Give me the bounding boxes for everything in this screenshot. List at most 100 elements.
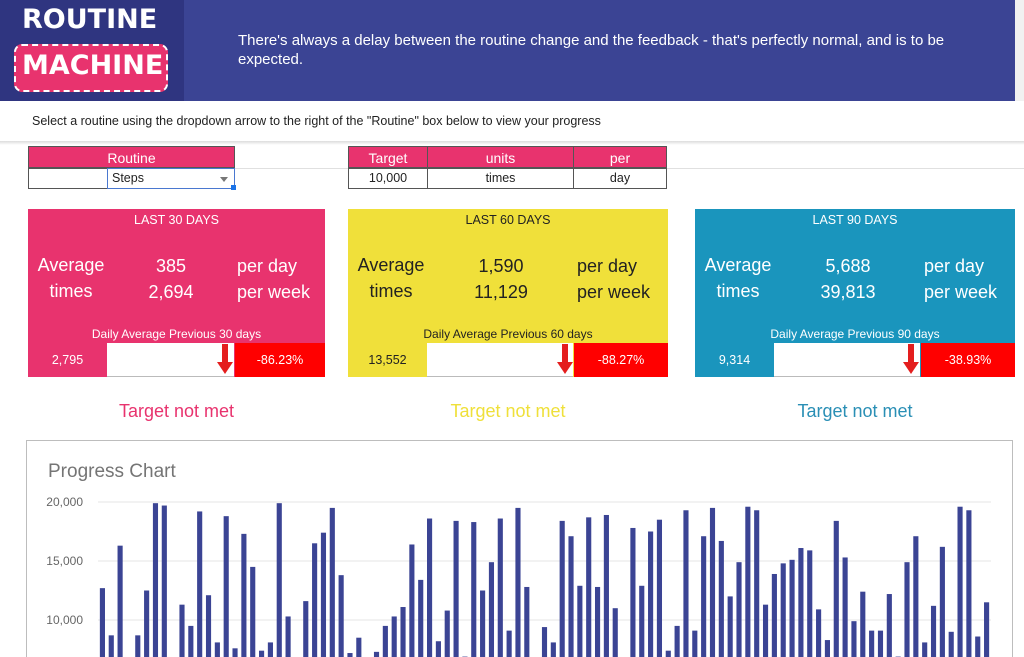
chart-bar[interactable] bbox=[939, 546, 945, 657]
chart-bar[interactable] bbox=[99, 588, 105, 657]
chart-bar[interactable] bbox=[382, 625, 388, 657]
chart-bar[interactable] bbox=[771, 573, 777, 657]
chart-bar[interactable] bbox=[285, 616, 291, 657]
cell-selection-handle[interactable] bbox=[231, 185, 236, 190]
progress-chart[interactable]: Progress Chart 20,000 15,000 10,000 bbox=[26, 440, 1013, 657]
chart-bar[interactable] bbox=[135, 635, 141, 657]
chart-bar[interactable] bbox=[550, 642, 556, 657]
chart-bar[interactable] bbox=[480, 590, 486, 657]
chart-bar[interactable] bbox=[497, 518, 503, 657]
chart-bar[interactable] bbox=[409, 544, 415, 657]
chart-bar[interactable] bbox=[665, 650, 671, 657]
chart-bar[interactable] bbox=[886, 594, 892, 657]
chart-bar[interactable] bbox=[586, 517, 592, 657]
chart-bar[interactable] bbox=[727, 596, 733, 657]
chart-bar[interactable] bbox=[241, 533, 247, 657]
chart-bar[interactable] bbox=[444, 610, 450, 657]
chart-bar[interactable] bbox=[922, 642, 928, 657]
chart-bar[interactable] bbox=[807, 550, 813, 657]
chart-bar[interactable] bbox=[329, 507, 335, 657]
chart-bar[interactable] bbox=[824, 640, 830, 657]
chart-bar[interactable] bbox=[559, 520, 565, 657]
chart-bar[interactable] bbox=[877, 630, 884, 657]
chart-bar[interactable] bbox=[754, 510, 760, 657]
chart-bar[interactable] bbox=[780, 563, 786, 657]
chart-bar[interactable] bbox=[312, 543, 318, 657]
chart-bar[interactable] bbox=[762, 604, 769, 657]
chart-bar[interactable] bbox=[391, 616, 397, 657]
chart-bar[interactable] bbox=[568, 536, 574, 657]
chart-bar[interactable] bbox=[904, 562, 910, 657]
chart-bar[interactable] bbox=[108, 635, 114, 657]
dropdown-arrow-icon[interactable] bbox=[220, 177, 228, 182]
chart-bar[interactable] bbox=[488, 562, 495, 657]
chart-bar[interactable] bbox=[161, 505, 167, 657]
chart-bar[interactable] bbox=[701, 536, 707, 657]
chart-bar[interactable] bbox=[736, 562, 742, 657]
chart-bar[interactable] bbox=[506, 630, 512, 657]
chart-bar[interactable] bbox=[718, 540, 724, 657]
chart-bar[interactable] bbox=[267, 642, 273, 657]
chart-bar[interactable] bbox=[259, 650, 265, 657]
chart-bar[interactable] bbox=[197, 511, 203, 657]
chart-bar[interactable] bbox=[418, 579, 424, 657]
chart-bar[interactable] bbox=[789, 559, 795, 657]
chart-bar[interactable] bbox=[232, 648, 238, 657]
target-value-cell[interactable]: 10,000 bbox=[348, 168, 428, 189]
chart-bar[interactable] bbox=[214, 642, 220, 657]
chart-bar[interactable] bbox=[656, 519, 663, 657]
chart-bar[interactable] bbox=[152, 503, 159, 657]
chart-bar[interactable] bbox=[975, 636, 981, 657]
chart-bar[interactable] bbox=[400, 607, 406, 657]
chart-bar[interactable] bbox=[683, 510, 689, 657]
chart-bar[interactable] bbox=[435, 641, 441, 657]
chart-bar[interactable] bbox=[356, 637, 362, 657]
chart-bar[interactable] bbox=[577, 585, 583, 657]
per-value-cell[interactable]: day bbox=[573, 168, 667, 189]
chart-bar[interactable] bbox=[603, 514, 609, 657]
chart-bar[interactable] bbox=[612, 608, 618, 657]
chart-bar[interactable] bbox=[117, 545, 123, 657]
chart-bar[interactable] bbox=[179, 604, 185, 657]
routine-blank-cell[interactable] bbox=[28, 168, 108, 189]
chart-bar[interactable] bbox=[798, 548, 804, 657]
chart-bar[interactable] bbox=[674, 625, 680, 657]
chart-bar[interactable] bbox=[833, 520, 839, 657]
chart-bar[interactable] bbox=[594, 586, 601, 657]
units-value-cell[interactable]: times bbox=[427, 168, 574, 189]
chart-bar[interactable] bbox=[630, 527, 636, 657]
chart-bar[interactable] bbox=[524, 586, 530, 657]
chart-bar[interactable] bbox=[948, 631, 954, 657]
chart-bar[interactable] bbox=[250, 566, 256, 657]
chart-bar[interactable] bbox=[541, 627, 548, 657]
chart-bar[interactable] bbox=[347, 653, 353, 657]
chart-bar[interactable] bbox=[471, 522, 477, 657]
chart-bar[interactable] bbox=[860, 591, 866, 657]
chart-bar[interactable] bbox=[957, 506, 963, 657]
chart-bar[interactable] bbox=[276, 503, 282, 657]
routine-dropdown[interactable]: Steps bbox=[107, 168, 235, 189]
chart-bar[interactable] bbox=[453, 520, 459, 657]
chart-bar[interactable] bbox=[648, 531, 654, 657]
chart-bar[interactable] bbox=[223, 516, 229, 657]
chart-bar[interactable] bbox=[913, 536, 919, 657]
chart-bar[interactable] bbox=[745, 506, 751, 657]
chart-bar[interactable] bbox=[373, 651, 380, 657]
chart-bar[interactable] bbox=[205, 595, 212, 657]
chart-bar[interactable] bbox=[303, 601, 309, 657]
chart-bar[interactable] bbox=[320, 532, 327, 657]
chart-bar[interactable] bbox=[816, 609, 822, 657]
chart-bar[interactable] bbox=[966, 510, 972, 657]
chart-bar[interactable] bbox=[984, 602, 990, 657]
chart-bar[interactable] bbox=[144, 590, 150, 657]
chart-bar[interactable] bbox=[842, 557, 848, 657]
chart-bar[interactable] bbox=[188, 625, 194, 657]
chart-bar[interactable] bbox=[930, 605, 937, 657]
chart-bar[interactable] bbox=[709, 507, 716, 657]
chart-bar[interactable] bbox=[851, 621, 857, 657]
chart-bar[interactable] bbox=[427, 518, 433, 657]
chart-bar[interactable] bbox=[338, 575, 344, 657]
chart-bar[interactable] bbox=[869, 630, 875, 657]
chart-bar[interactable] bbox=[515, 507, 521, 657]
chart-bar[interactable] bbox=[639, 585, 645, 657]
